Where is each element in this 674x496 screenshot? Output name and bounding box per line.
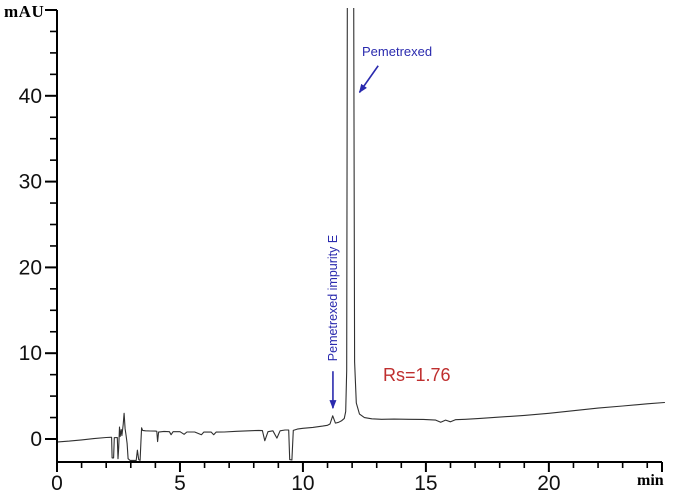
x-tick-label: 10 (291, 472, 314, 495)
x-tick-label: 20 (537, 472, 560, 495)
y-tick-label: 0 (30, 428, 42, 451)
resolution-value-label: Rs=1.76 (383, 365, 451, 385)
y-tick-label: 30 (19, 171, 42, 194)
x-axis-ticks: 0 5 10 15 20 (51, 462, 663, 495)
impurity-e-peak-label: Pemetrexed impurity E (326, 234, 340, 362)
pemetrexed-arrow (358, 65, 379, 94)
x-tick-label: 0 (51, 472, 63, 495)
chromatogram-trace (58, 8, 666, 461)
x-tick-label: 15 (414, 472, 437, 495)
y-tick-label: 10 (19, 342, 42, 365)
y-axis-ticks: 0 10 20 30 40 (19, 9, 57, 451)
x-tick-label: 5 (174, 472, 186, 495)
axes (56, 10, 662, 463)
x-axis-unit-label: min (637, 472, 664, 489)
pemetrexed-peak-label: Pemetrexed (362, 44, 433, 59)
y-axis-unit-label: mAU (4, 2, 45, 21)
y-tick-label: 20 (19, 256, 42, 279)
y-tick-label: 40 (19, 85, 42, 108)
